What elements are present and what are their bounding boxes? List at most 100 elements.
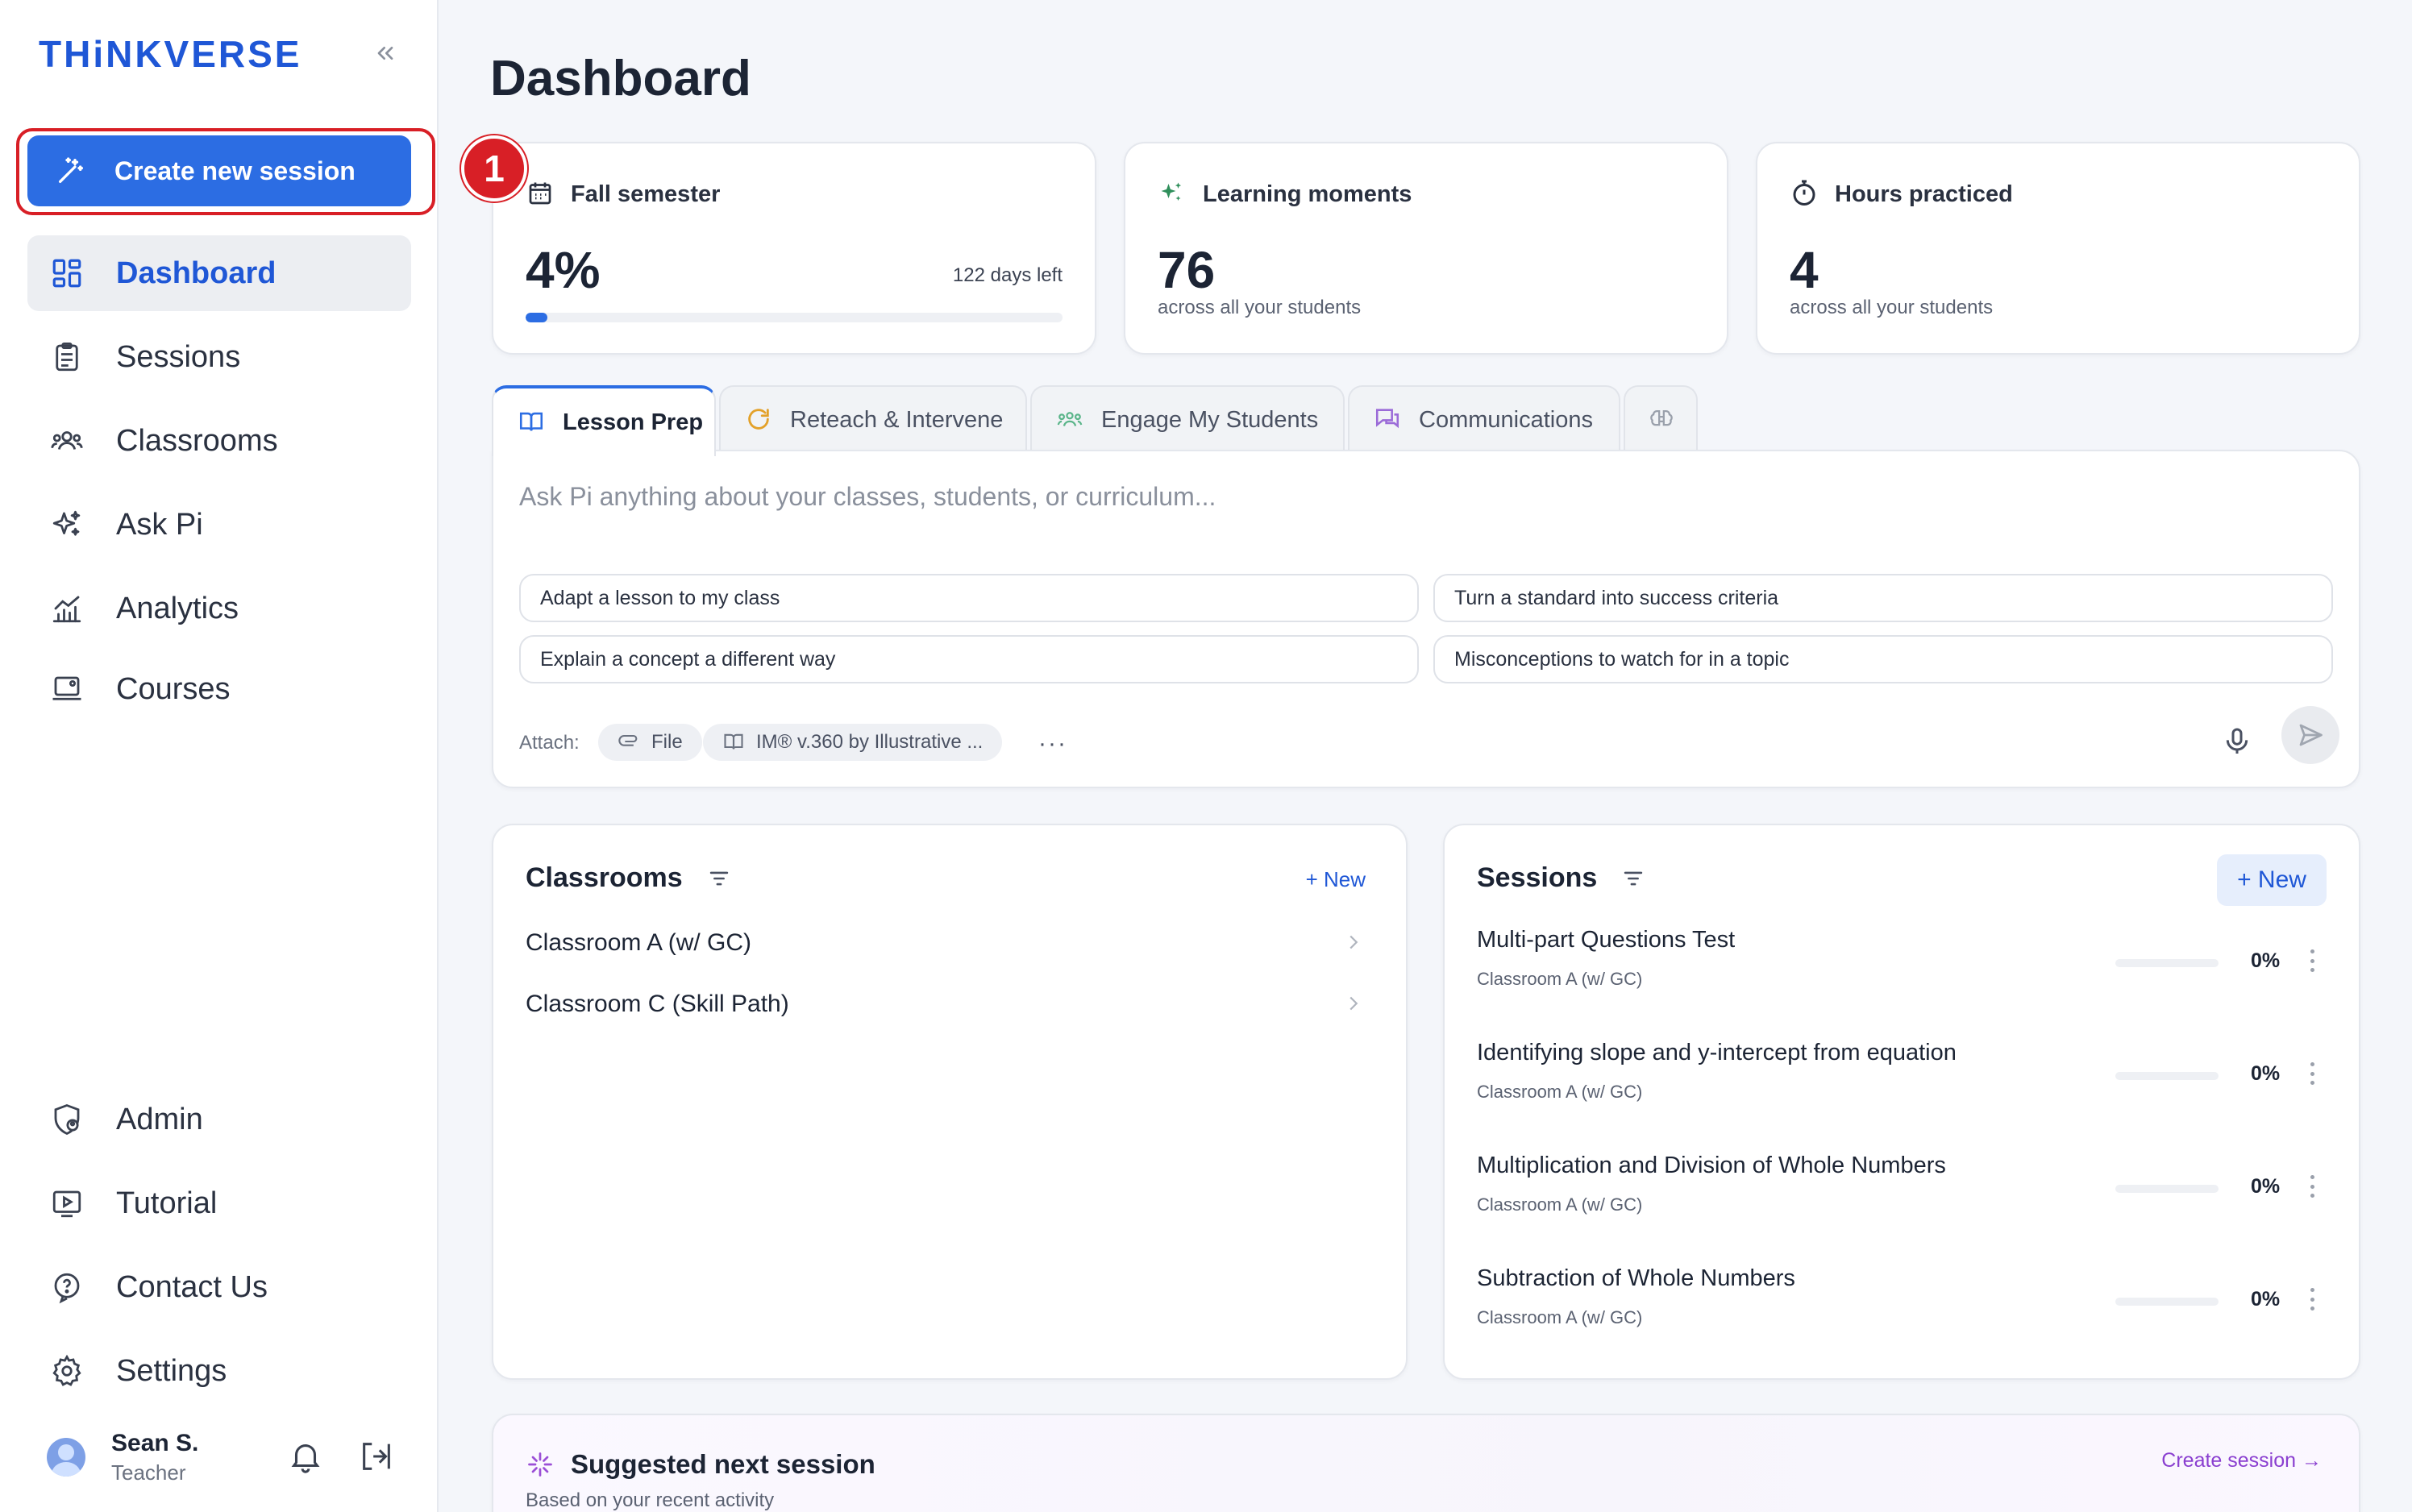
session-classroom: Classroom A (w/ GC) bbox=[1477, 1307, 1643, 1327]
session-menu-button[interactable] bbox=[2302, 1285, 2322, 1314]
microphone-icon[interactable] bbox=[2217, 717, 2257, 766]
more-options-button[interactable]: ··· bbox=[1038, 730, 1067, 757]
attach-file-button[interactable]: File bbox=[598, 724, 702, 761]
classroom-name: Classroom C (Skill Path) bbox=[526, 991, 789, 1017]
stat-card-learning-moments: Learning moments 76 across all your stud… bbox=[1124, 142, 1728, 355]
suggestion-chip[interactable]: Turn a standard into success criteria bbox=[1433, 574, 2333, 622]
gear-icon bbox=[48, 1352, 85, 1389]
session-progress-bar bbox=[2115, 959, 2219, 967]
sidebar-item-courses[interactable]: Courses bbox=[27, 651, 411, 727]
suggested-title: Suggested next session bbox=[571, 1449, 875, 1479]
stat-sub: across all your students bbox=[1790, 297, 1994, 318]
days-left: 122 days left bbox=[952, 264, 1063, 286]
ask-pi-input[interactable]: Ask Pi anything about your classes, stud… bbox=[519, 482, 1216, 511]
page-title: Dashboard bbox=[490, 51, 751, 106]
sparkles-icon bbox=[48, 506, 85, 543]
sidebar-item-label: Tutorial bbox=[116, 1186, 218, 1220]
session-classroom: Classroom A (w/ GC) bbox=[1477, 969, 1643, 989]
magic-wand-icon bbox=[55, 155, 87, 187]
ask-pi-panel: Ask Pi anything about your classes, stud… bbox=[492, 450, 2360, 788]
session-row[interactable]: Identifying slope and y-intercept from e… bbox=[1477, 1040, 2327, 1136]
sidebar-item-label: Sessions bbox=[116, 339, 241, 374]
create-session-link[interactable]: Create session → bbox=[2161, 1449, 2322, 1472]
notifications-bell-icon[interactable] bbox=[287, 1438, 324, 1475]
tab-label: Engage My Students bbox=[1101, 406, 1319, 433]
session-progress-bar bbox=[2115, 1072, 2219, 1080]
sidebar-item-analytics[interactable]: Analytics bbox=[27, 571, 411, 646]
classrooms-title: Classrooms bbox=[526, 862, 683, 893]
clipboard-icon bbox=[48, 339, 85, 376]
brain-icon bbox=[1648, 405, 1677, 434]
session-row[interactable]: Multiplication and Division of Whole Num… bbox=[1477, 1153, 2327, 1249]
session-menu-button[interactable] bbox=[2302, 1059, 2322, 1088]
create-new-session-label: Create new session bbox=[114, 156, 356, 185]
sidebar-item-dashboard[interactable]: Dashboard bbox=[27, 235, 411, 311]
sidebar-item-ask-pi[interactable]: Ask Pi bbox=[27, 487, 411, 563]
sidebar-item-contact-us[interactable]: Contact Us bbox=[27, 1249, 411, 1325]
learning-moments-value: 76 bbox=[1158, 241, 1216, 299]
tab-communications[interactable]: Communications bbox=[1348, 385, 1620, 453]
stat-sub: across all your students bbox=[1158, 297, 1362, 318]
curriculum-attachment[interactable]: IM® v.360 by Illustrative ... bbox=[703, 724, 1003, 761]
tab-label: Communications bbox=[1419, 406, 1593, 433]
semester-progress-fill bbox=[526, 313, 547, 322]
suggestion-chip[interactable]: Adapt a lesson to my class bbox=[519, 574, 1419, 622]
sidebar-item-admin[interactable]: Admin bbox=[27, 1082, 411, 1157]
tab-engage-students[interactable]: Engage My Students bbox=[1030, 385, 1345, 453]
tab-lesson-prep[interactable]: Lesson Prep bbox=[492, 385, 716, 456]
book-icon bbox=[518, 408, 547, 437]
filter-icon[interactable] bbox=[1620, 865, 1647, 892]
classrooms-card: Classrooms + New Classroom A (w/ GC) Cla… bbox=[492, 824, 1408, 1380]
attach-file-label: File bbox=[651, 731, 683, 753]
session-title: Identifying slope and y-intercept from e… bbox=[1477, 1040, 1957, 1065]
session-percent: 0% bbox=[2251, 1175, 2281, 1198]
user-profile[interactable]: Sean S. Teacher bbox=[45, 1427, 416, 1491]
sidebar-item-classrooms[interactable]: Classrooms bbox=[27, 403, 411, 479]
stat-label: Hours practiced bbox=[1835, 181, 2013, 207]
sidebar-item-label: Courses bbox=[116, 671, 231, 706]
sidebar-item-label: Ask Pi bbox=[116, 507, 203, 542]
suggestion-chip[interactable]: Explain a concept a different way bbox=[519, 635, 1419, 683]
stat-card-semester: Fall semester 4% 122 days left bbox=[492, 142, 1096, 355]
send-button[interactable] bbox=[2281, 706, 2339, 764]
refresh-icon bbox=[745, 405, 774, 434]
session-menu-button[interactable] bbox=[2302, 1172, 2322, 1201]
avatar bbox=[47, 1438, 85, 1477]
calendar-icon bbox=[526, 179, 556, 210]
create-new-session-button[interactable]: Create new session bbox=[27, 135, 411, 206]
step-marker-badge: 1 bbox=[461, 135, 527, 201]
session-percent: 0% bbox=[2251, 1062, 2281, 1085]
send-icon bbox=[2299, 724, 2323, 746]
session-menu-button[interactable] bbox=[2302, 946, 2322, 975]
chat-icon bbox=[1374, 405, 1403, 434]
collapse-sidebar-button[interactable] bbox=[368, 35, 403, 71]
classroom-row[interactable]: Classroom C (Skill Path) bbox=[526, 980, 1374, 1028]
filter-icon[interactable] bbox=[705, 865, 733, 892]
new-session-button[interactable]: + New bbox=[2217, 854, 2327, 906]
session-percent: 0% bbox=[2251, 949, 2281, 972]
sidebar-item-label: Dashboard bbox=[116, 255, 277, 290]
session-title: Subtraction of Whole Numbers bbox=[1477, 1265, 1795, 1291]
tab-reteach-intervene[interactable]: Reteach & Intervene bbox=[719, 385, 1027, 453]
tab-more[interactable] bbox=[1624, 385, 1698, 453]
session-row[interactable]: Subtraction of Whole Numbers Classroom A… bbox=[1477, 1265, 2327, 1362]
new-classroom-button[interactable]: + New bbox=[1305, 867, 1366, 891]
shield-user-icon bbox=[48, 1101, 85, 1138]
sidebar-item-settings[interactable]: Settings bbox=[27, 1333, 411, 1409]
logout-icon[interactable] bbox=[358, 1438, 395, 1475]
laptop-icon bbox=[48, 671, 85, 708]
session-progress-bar bbox=[2115, 1185, 2219, 1193]
user-role: Teacher bbox=[111, 1460, 186, 1485]
sidebar-item-tutorial[interactable]: Tutorial bbox=[27, 1165, 411, 1241]
sidebar-item-sessions[interactable]: Sessions bbox=[27, 319, 411, 395]
classroom-row[interactable]: Classroom A (w/ GC) bbox=[526, 919, 1374, 967]
session-row[interactable]: Multi-part Questions Test Classroom A (w… bbox=[1477, 927, 2327, 1024]
semester-progress-bar bbox=[526, 313, 1063, 322]
sessions-card: Sessions + New Multi-part Questions Test… bbox=[1443, 824, 2360, 1380]
session-title: Multi-part Questions Test bbox=[1477, 927, 1736, 953]
stopwatch-icon bbox=[1790, 179, 1820, 210]
stat-label: Learning moments bbox=[1203, 181, 1412, 207]
suggestion-chip[interactable]: Misconceptions to watch for in a topic bbox=[1433, 635, 2333, 683]
session-title: Multiplication and Division of Whole Num… bbox=[1477, 1153, 1946, 1178]
sidebar-item-label: Contact Us bbox=[116, 1269, 268, 1304]
